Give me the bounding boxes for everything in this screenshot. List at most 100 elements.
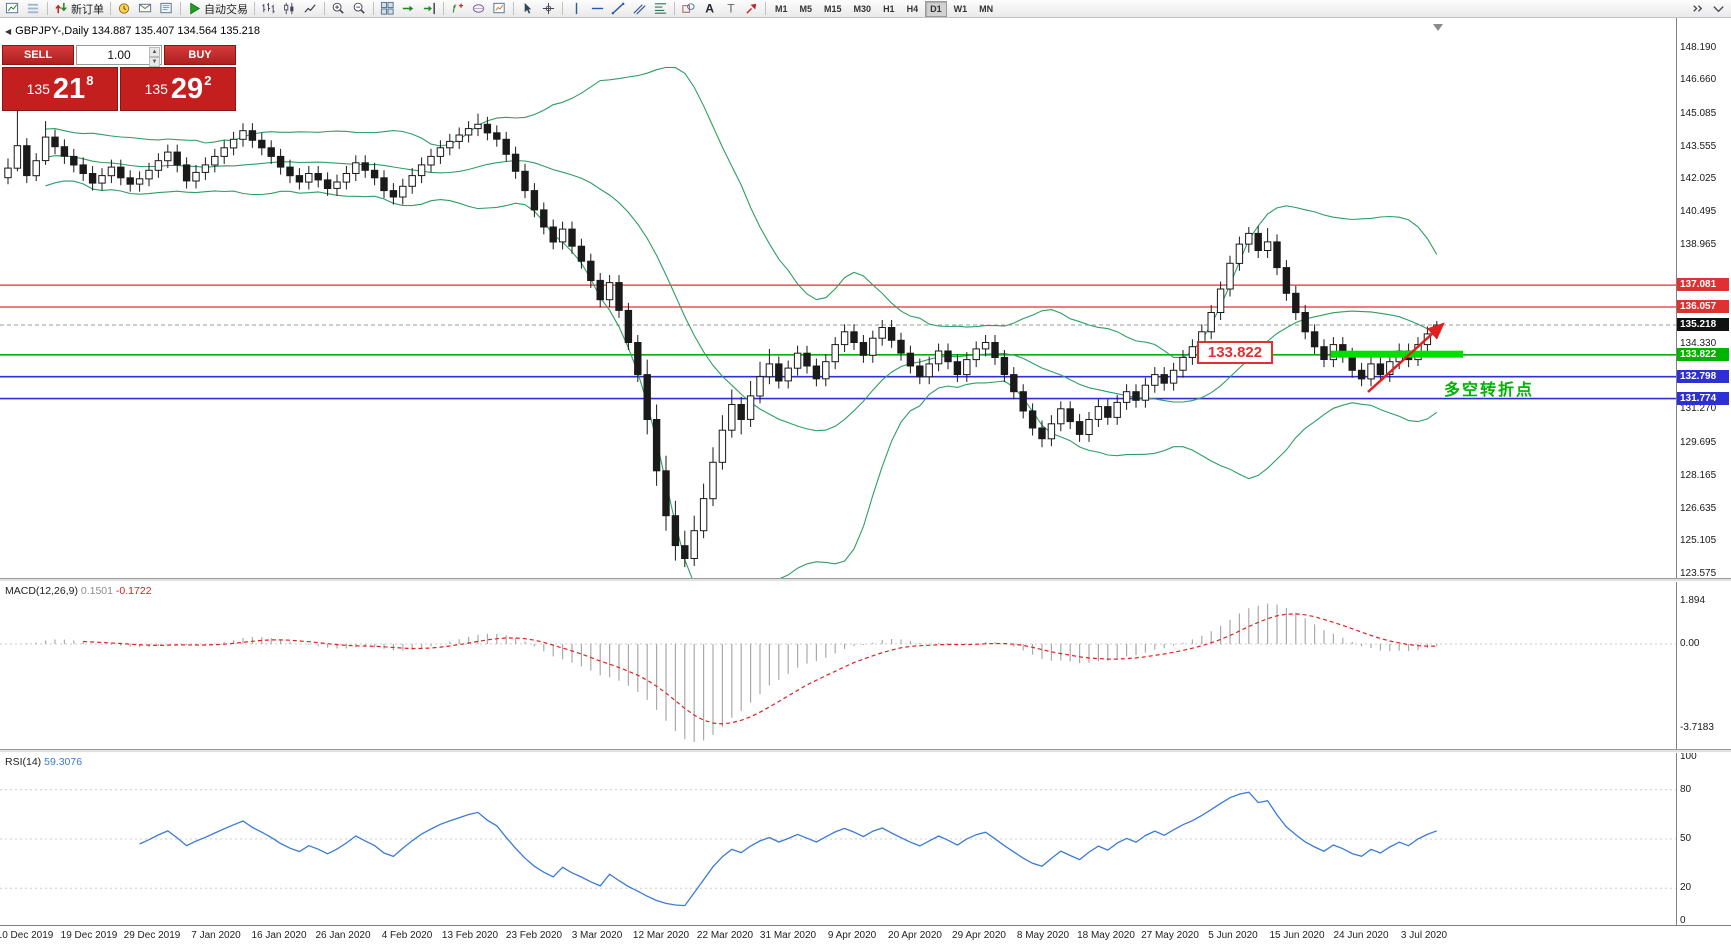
date-axis-label: 7 Jan 2020: [191, 930, 241, 941]
price-axis-label: 148.190: [1680, 42, 1717, 53]
toolbar-separator: [47, 2, 48, 15]
cycles-button[interactable]: [468, 0, 489, 18]
fibonacci-button[interactable]: [650, 0, 671, 18]
date-axis-label: 27 May 2020: [1141, 930, 1199, 941]
auto-scroll-icon: [402, 5, 414, 12]
macd-panel[interactable]: MACD(12,26,9) 0.1501 -0.1722: [0, 582, 1676, 749]
rsi-panel[interactable]: RSI(14) 59.3076: [0, 753, 1676, 925]
panel-divider[interactable]: [0, 749, 1731, 753]
sell-price[interactable]: 135 21 8: [2, 67, 118, 111]
rsi-line: [139, 791, 1438, 907]
new-chart-button[interactable]: [2, 0, 23, 18]
buy-button[interactable]: BUY: [164, 45, 236, 65]
date-axis[interactable]: 10 Dec 2019 19 Dec 2019 29 Dec 2019 7 Jan 2…: [0, 925, 1731, 946]
trendline-button[interactable]: [608, 0, 629, 18]
shapes-button[interactable]: [678, 0, 699, 18]
volume-input[interactable]: 1.00 ▲ ▼: [76, 45, 162, 67]
autotrade-icon: [190, 2, 201, 15]
sell-price-big: 21: [52, 72, 86, 105]
price-chart-panel[interactable]: [0, 18, 1676, 607]
auto-scroll-button[interactable]: [398, 0, 419, 18]
timeframe-m5-button[interactable]: M5: [799, 3, 813, 14]
profiles-icon: [27, 3, 39, 14]
bollinger-middle-band: [45, 155, 1438, 432]
rsi-value: 59.3076: [44, 756, 83, 768]
panel-divider[interactable]: [0, 578, 1731, 582]
mailbox-button[interactable]: [135, 0, 156, 18]
timeframe-d1-button[interactable]: D1: [925, 0, 947, 17]
price-axis-marker: 136.057: [1677, 300, 1729, 313]
macd-value-main: 0.1501: [80, 585, 113, 597]
symbol-info: ◀ GBPJPY-,Daily 134.887 135.407 134.564 …: [5, 25, 260, 37]
vertical-line-button[interactable]: [566, 0, 587, 18]
timeframe-mn-button[interactable]: MN: [979, 3, 994, 14]
tile-windows-button[interactable]: [377, 0, 398, 18]
horizontal-line-icon: [591, 7, 604, 10]
price-annotation-box[interactable]: 133.822: [1197, 341, 1273, 364]
sell-button[interactable]: SELL: [2, 45, 74, 65]
candlestick-chart-button[interactable]: [279, 0, 300, 18]
horizontal-line-button[interactable]: [587, 0, 608, 18]
toolbar-overflow-button[interactable]: [1687, 0, 1708, 18]
shapes-icon: [682, 3, 695, 13]
timeframe-h1-button[interactable]: H1: [883, 3, 895, 14]
cursor-icon: [524, 2, 532, 14]
macd-signal-line: [83, 613, 1437, 725]
buy-price-sup: 2: [204, 72, 212, 88]
trend-arrow[interactable]: [1367, 322, 1445, 393]
text-label-button[interactable]: T: [720, 0, 741, 18]
toolbar-separator: [443, 2, 444, 15]
text-button[interactable]: A: [699, 0, 720, 18]
zoom-out-icon: [353, 2, 365, 14]
timeframe-h4-button[interactable]: H4: [906, 3, 919, 14]
profiles-button[interactable]: [23, 0, 44, 18]
rsi-chart[interactable]: [0, 753, 1676, 925]
indicators-button[interactable]: f: [447, 0, 468, 18]
channel-button[interactable]: [629, 0, 650, 18]
price-axis-label: 123.575: [1680, 568, 1717, 579]
sell-price-sup: 8: [86, 72, 94, 88]
chart-shift-marker[interactable]: [1433, 24, 1443, 31]
volume-stepper[interactable]: ▲ ▼: [149, 47, 160, 67]
bar-chart-button[interactable]: [258, 0, 279, 18]
new-order-button[interactable]: 新订单: [51, 0, 107, 18]
turning-point-label[interactable]: 多空转折点: [1444, 382, 1535, 399]
tile-windows-icon: [380, 1, 394, 15]
toolbar-more-button[interactable]: [1708, 0, 1729, 18]
support-zone-segment[interactable]: [1331, 350, 1463, 358]
timeframe-w1-button[interactable]: W1: [953, 3, 968, 14]
zoom-out-button[interactable]: [349, 0, 370, 18]
buy-price[interactable]: 135 29 2: [120, 67, 236, 111]
cursor-button[interactable]: [517, 0, 538, 18]
arrows-button[interactable]: [741, 0, 762, 18]
line-chart-button[interactable]: [300, 0, 321, 18]
zoom-in-button[interactable]: [328, 0, 349, 18]
toolbar-separator: [180, 2, 181, 15]
candlestick-chart-icon: [284, 2, 294, 15]
autotrade-button[interactable]: 自动交易: [184, 0, 251, 18]
news-icon: [160, 2, 172, 14]
bollinger-upper-band: [45, 66, 1438, 358]
volume-up-icon[interactable]: ▲: [149, 47, 160, 57]
macd-chart[interactable]: [0, 582, 1676, 749]
price-axis[interactable]: 148.190 146.660 145.085 143.555 142.025 140.4…: [1676, 18, 1731, 926]
chart-shift-button[interactable]: [419, 0, 440, 18]
timeframe-m1-button[interactable]: M1: [775, 3, 788, 14]
toolbar-separator: [674, 2, 675, 15]
news-button[interactable]: [156, 0, 177, 18]
price-axis-label: 131.270: [1680, 403, 1717, 414]
toolbar-separator: [324, 2, 325, 15]
price-axis-label: 140.495: [1680, 206, 1717, 217]
volume-down-icon[interactable]: ▼: [149, 57, 160, 67]
date-axis-label: 8 May 2020: [1016, 930, 1070, 941]
collapse-triangle-icon[interactable]: ◀: [5, 26, 12, 36]
timeframe-m30-button[interactable]: M30: [853, 3, 872, 14]
candlestick-chart[interactable]: [0, 18, 1676, 607]
templates-button[interactable]: [489, 0, 510, 18]
timeframe-m15-button[interactable]: M15: [824, 3, 842, 14]
price-axis-label: 143.555: [1680, 141, 1717, 152]
crosshair-button[interactable]: [538, 0, 559, 18]
crosshair-icon: [542, 2, 555, 15]
alarm-button[interactable]: [114, 0, 135, 18]
